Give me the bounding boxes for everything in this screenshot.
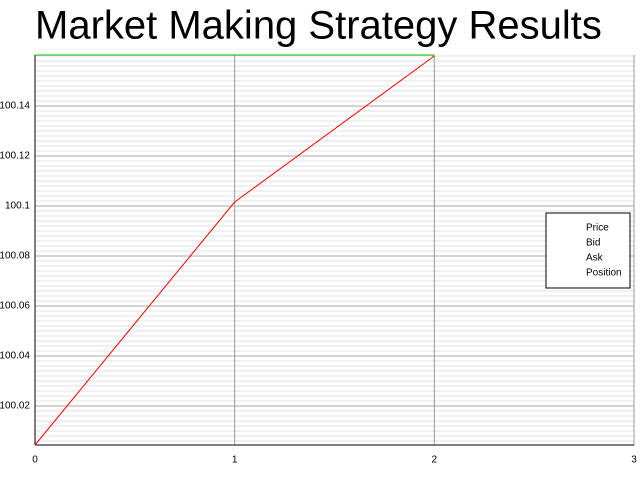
legend-label: Position bbox=[586, 268, 622, 279]
x-tick-label: 0 bbox=[32, 455, 38, 466]
y-tick-label: 100.12 bbox=[0, 151, 30, 162]
y-tick-label: 100.08 bbox=[0, 251, 30, 262]
legend-label: Bid bbox=[586, 238, 600, 249]
legend-box bbox=[545, 212, 631, 289]
y-tick-label: 100.14 bbox=[0, 101, 30, 112]
x-tick-label: 3 bbox=[631, 455, 637, 466]
x-tick-label: 1 bbox=[232, 455, 238, 466]
y-tick-label: 100.1 bbox=[5, 201, 30, 212]
chart-title: Market Making Strategy Results bbox=[35, 4, 602, 48]
legend-label: Ask bbox=[586, 253, 604, 264]
x-tick-label: 2 bbox=[432, 455, 438, 466]
legend: Price Bid Ask Position bbox=[545, 212, 631, 289]
series-line bbox=[34, 55, 435, 446]
legend-label: Price bbox=[586, 223, 609, 234]
y-tick-label: 100.04 bbox=[0, 351, 30, 362]
y-tick-label: 100.02 bbox=[0, 401, 30, 412]
y-tick-label: 100.06 bbox=[0, 301, 30, 312]
